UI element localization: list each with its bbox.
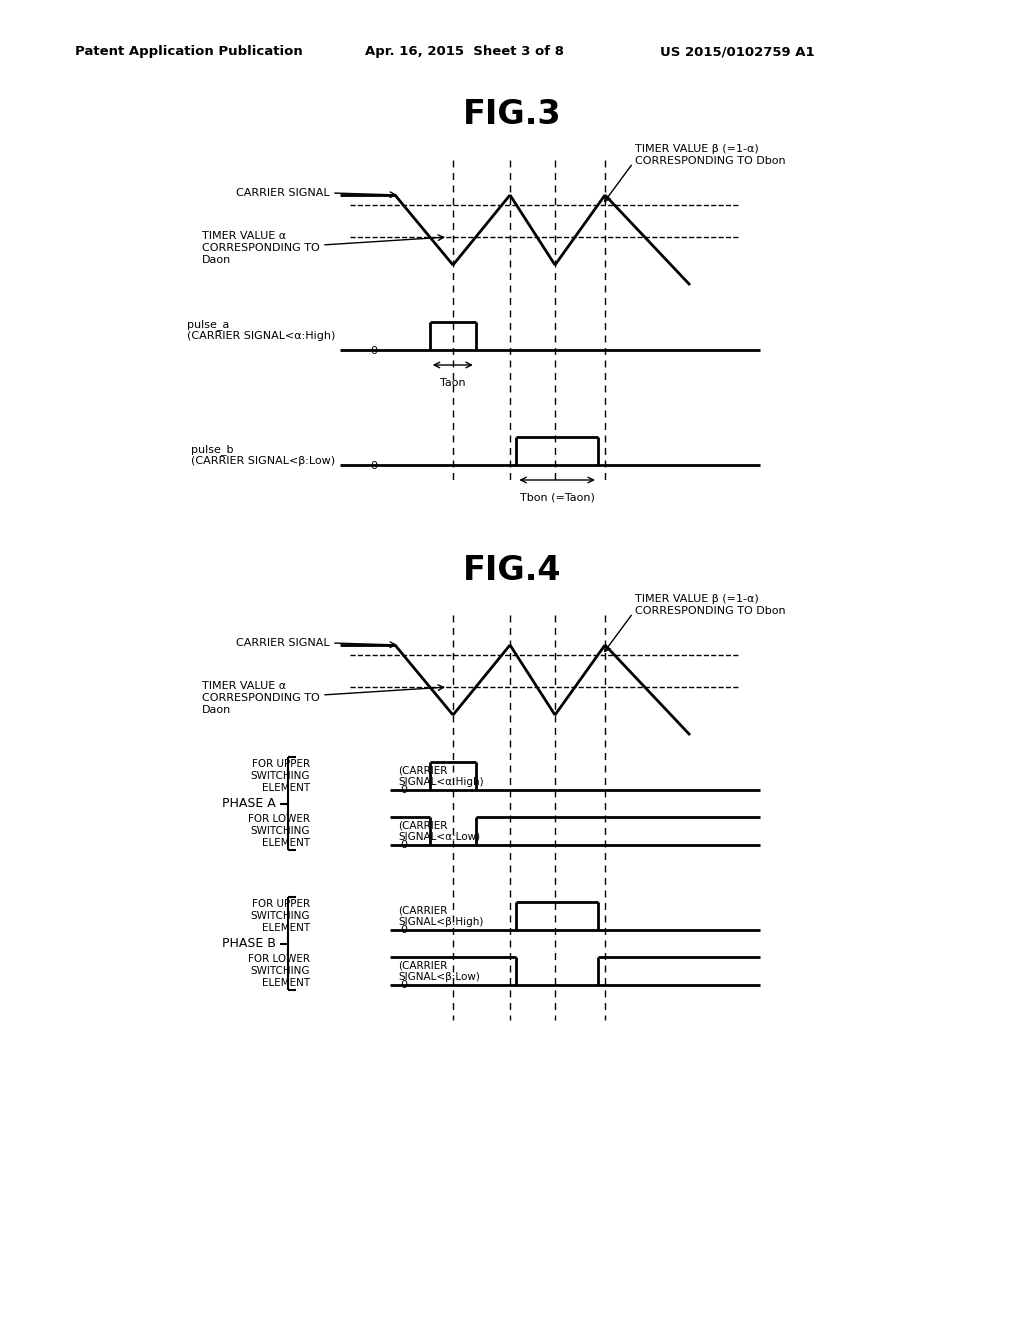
Text: 0: 0 (400, 925, 407, 935)
Text: FOR LOWER
SWITCHING
ELEMENT: FOR LOWER SWITCHING ELEMENT (248, 814, 310, 847)
Text: FOR UPPER
SWITCHING
ELEMENT: FOR UPPER SWITCHING ELEMENT (251, 899, 310, 933)
Text: (CARRIER
SIGNAL<β:High): (CARRIER SIGNAL<β:High) (398, 906, 483, 927)
Text: PHASE B: PHASE B (222, 937, 276, 950)
Text: pulse_a
(CARRIER SIGNAL<α:High): pulse_a (CARRIER SIGNAL<α:High) (186, 318, 335, 342)
Text: (CARRIER
SIGNAL<α:Low): (CARRIER SIGNAL<α:Low) (398, 820, 480, 842)
Text: FIG.3: FIG.3 (463, 99, 561, 132)
Text: 0: 0 (400, 785, 407, 795)
Text: TIMER VALUE α
CORRESPONDING TO
Daon: TIMER VALUE α CORRESPONDING TO Daon (203, 681, 319, 714)
Text: Apr. 16, 2015  Sheet 3 of 8: Apr. 16, 2015 Sheet 3 of 8 (365, 45, 564, 58)
Text: (CARRIER
SIGNAL<α:High): (CARRIER SIGNAL<α:High) (398, 766, 483, 787)
Text: Patent Application Publication: Patent Application Publication (75, 45, 303, 58)
Text: 0: 0 (370, 346, 377, 356)
Text: TIMER VALUE β (=1-α)
CORRESPONDING TO Dbon: TIMER VALUE β (=1-α) CORRESPONDING TO Db… (635, 594, 785, 616)
Text: PHASE A: PHASE A (222, 797, 276, 810)
Text: 0: 0 (400, 840, 407, 850)
Text: pulse_b
(CARRIER SIGNAL<β:Low): pulse_b (CARRIER SIGNAL<β:Low) (190, 444, 335, 466)
Text: TIMER VALUE β (=1-α)
CORRESPONDING TO Dbon: TIMER VALUE β (=1-α) CORRESPONDING TO Db… (635, 144, 785, 166)
Text: CARRIER SIGNAL: CARRIER SIGNAL (237, 187, 330, 198)
Text: FIG.4: FIG.4 (463, 553, 561, 586)
Text: (CARRIER
SIGNAL<β:Low): (CARRIER SIGNAL<β:Low) (398, 960, 480, 982)
Text: Taon: Taon (440, 378, 466, 388)
Text: TIMER VALUE α
CORRESPONDING TO
Daon: TIMER VALUE α CORRESPONDING TO Daon (203, 231, 319, 264)
Text: 0: 0 (400, 979, 407, 990)
Text: CARRIER SIGNAL: CARRIER SIGNAL (237, 638, 330, 648)
Text: FOR LOWER
SWITCHING
ELEMENT: FOR LOWER SWITCHING ELEMENT (248, 954, 310, 987)
Text: US 2015/0102759 A1: US 2015/0102759 A1 (660, 45, 815, 58)
Text: 0: 0 (370, 461, 377, 471)
Text: Tbon (=Taon): Tbon (=Taon) (520, 492, 595, 503)
Text: FOR UPPER
SWITCHING
ELEMENT: FOR UPPER SWITCHING ELEMENT (251, 759, 310, 792)
